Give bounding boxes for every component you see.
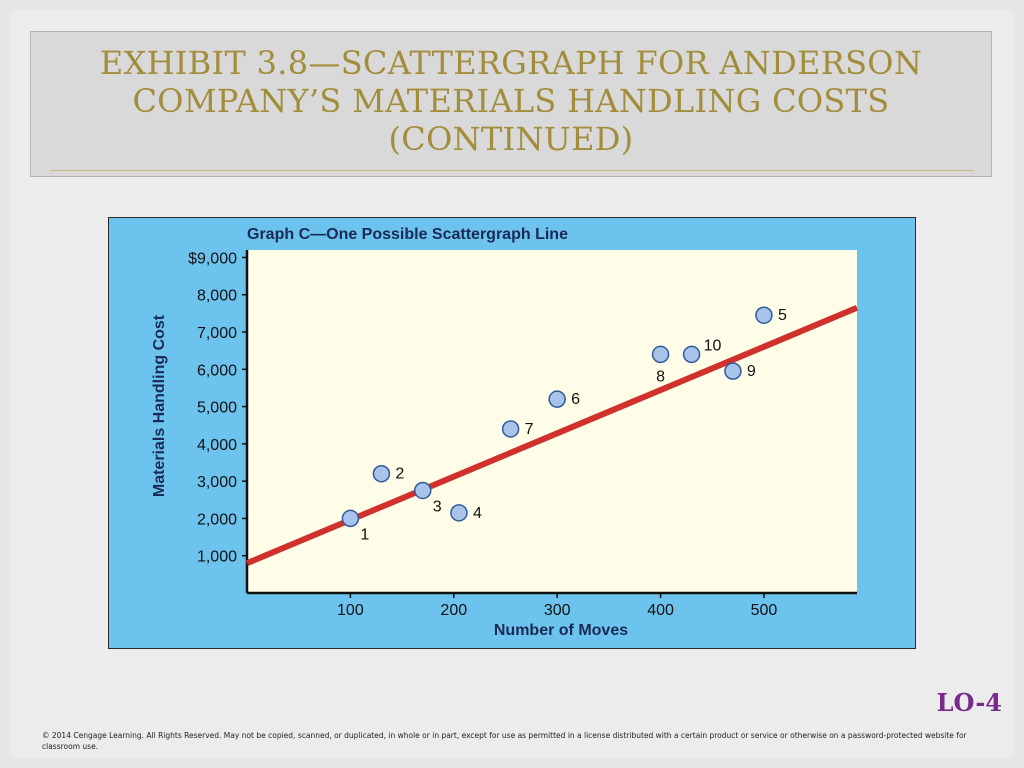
y-axis-label: Materials Handling Cost bbox=[151, 314, 168, 497]
y-tick-label: 4,000 bbox=[197, 437, 237, 454]
point-label: 1 bbox=[360, 526, 369, 543]
copyright-notice: © 2014 Cengage Learning. All Rights Rese… bbox=[42, 731, 967, 751]
x-tick-label: 300 bbox=[544, 602, 571, 619]
slide-title: EXHIBIT 3.8—SCATTERGRAPH FOR ANDERSON CO… bbox=[99, 44, 923, 158]
chart-panel: Graph C—One Possible Scattergraph Line 1… bbox=[108, 217, 916, 649]
scatter-point bbox=[450, 504, 468, 522]
learning-objective-tag: LO-4 bbox=[936, 688, 1002, 717]
chart-title: Graph C—One Possible Scattergraph Line bbox=[247, 226, 568, 243]
point-label: 8 bbox=[656, 368, 665, 385]
scatter-point bbox=[501, 420, 520, 438]
scatter-point bbox=[682, 345, 701, 364]
x-axis-label: Number of Moves bbox=[494, 622, 628, 639]
scatter-point bbox=[341, 509, 360, 528]
plot-area bbox=[247, 250, 857, 593]
title-underline bbox=[50, 170, 974, 171]
scatter-point bbox=[651, 345, 670, 364]
point-label: 3 bbox=[433, 498, 442, 515]
scatter-point bbox=[724, 362, 742, 380]
y-tick-label: 5,000 bbox=[197, 400, 237, 417]
y-tick-label: 2,000 bbox=[197, 511, 237, 528]
chart-axes bbox=[245, 250, 857, 595]
y-tick-label: 7,000 bbox=[197, 325, 237, 342]
point-label: 6 bbox=[571, 391, 580, 408]
scatter-point bbox=[755, 306, 773, 324]
y-tick-label: 6,000 bbox=[197, 362, 237, 379]
title-box: EXHIBIT 3.8—SCATTERGRAPH FOR ANDERSON CO… bbox=[30, 31, 992, 177]
point-label: 2 bbox=[395, 466, 404, 483]
y-tick-label: 3,000 bbox=[197, 474, 237, 491]
y-tick-label: $9,000 bbox=[188, 250, 237, 267]
y-tick-label: 1,000 bbox=[197, 549, 237, 566]
scattergraph-chart: Graph C—One Possible Scattergraph Line 1… bbox=[151, 226, 859, 639]
ticks-layer: 1,000 2,000 3,000 4,000 5,000 6,000 7,000 8,000… bbox=[188, 250, 777, 619]
x-tick-label: 500 bbox=[751, 602, 778, 619]
point-label: 4 bbox=[473, 505, 482, 522]
y-tick-label: 8,000 bbox=[197, 288, 237, 305]
point-label: 7 bbox=[525, 421, 534, 438]
x-tick-label: 400 bbox=[647, 602, 674, 619]
x-tick-label: 200 bbox=[440, 602, 467, 619]
points-layer: 1 2 3 4 5 6 7 8 9 10 bbox=[341, 306, 787, 543]
scatter-point bbox=[414, 481, 432, 500]
x-tick-label: 100 bbox=[337, 602, 364, 619]
point-label: 5 bbox=[778, 307, 787, 324]
point-label: 10 bbox=[704, 337, 722, 354]
scatter-point bbox=[372, 464, 391, 483]
point-label: 9 bbox=[747, 363, 756, 380]
scatter-point bbox=[548, 390, 566, 408]
